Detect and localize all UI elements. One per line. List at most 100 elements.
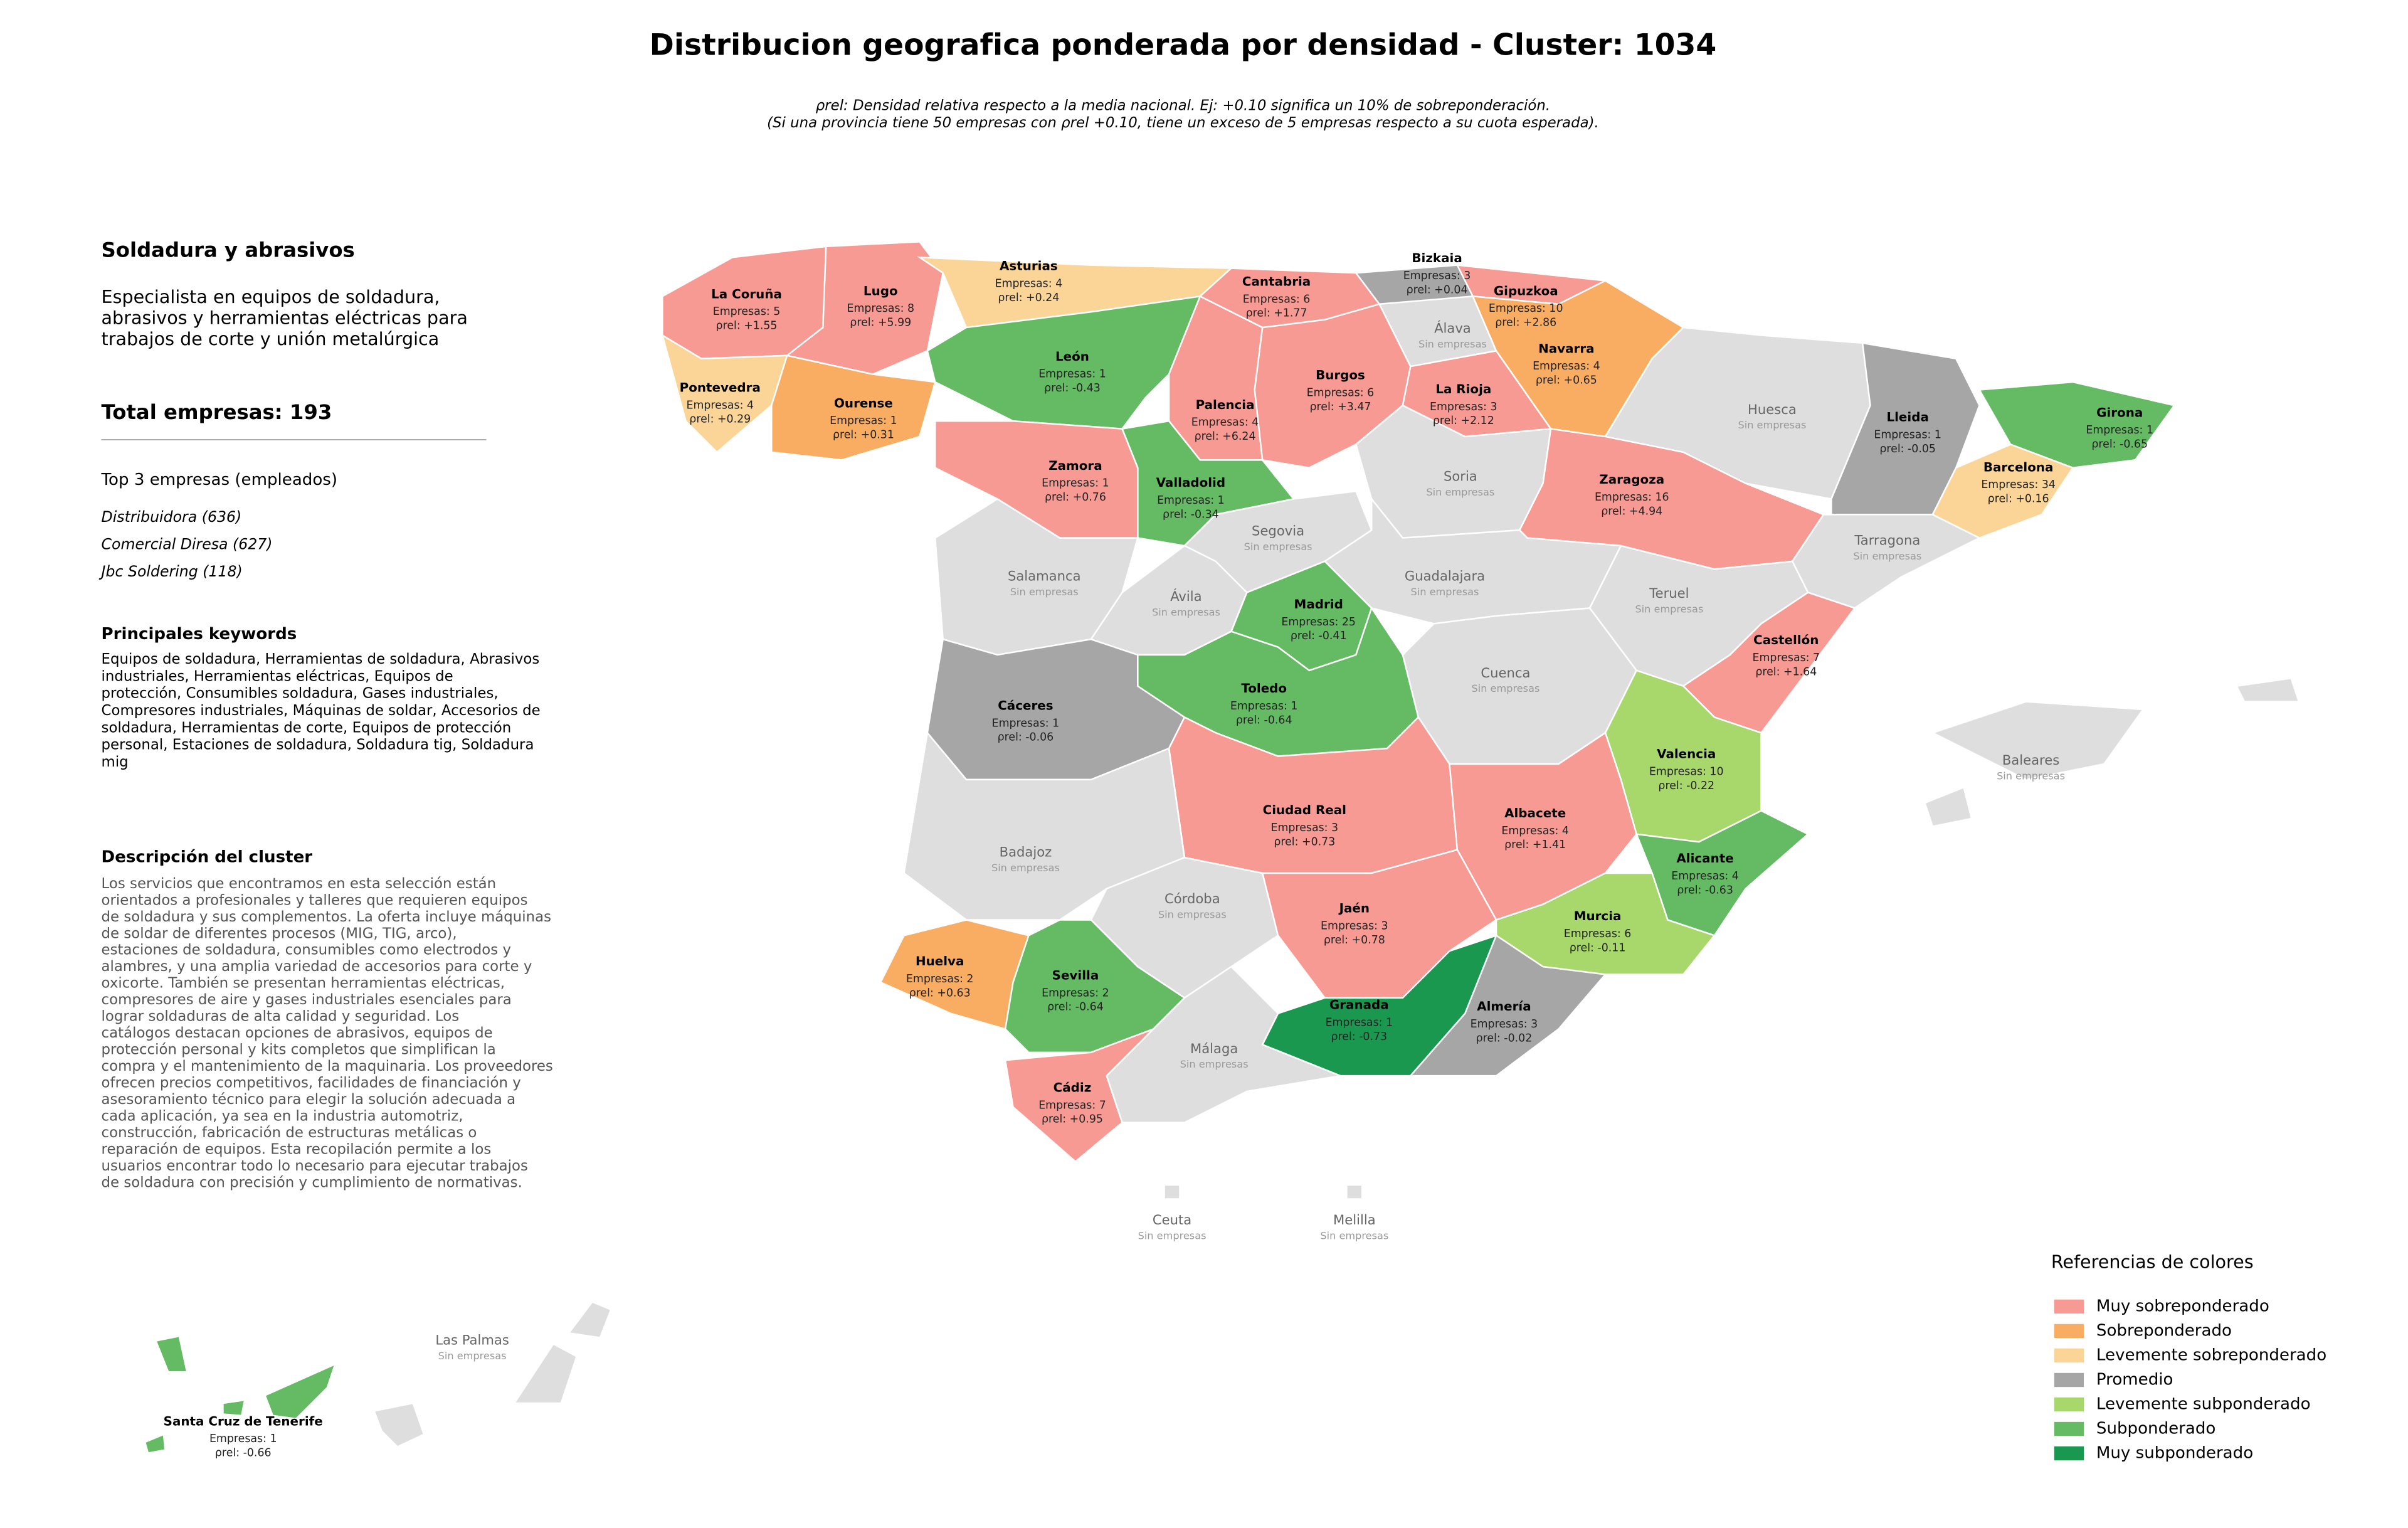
province-name: Jaén bbox=[1338, 901, 1370, 916]
province-rho: ρrel: -0.65 bbox=[2091, 438, 2148, 450]
province-name: Madrid bbox=[1294, 597, 1343, 612]
province-rho: ρrel: +0.78 bbox=[1324, 934, 1385, 947]
province-rho: ρrel: +4.94 bbox=[1601, 505, 1662, 517]
province bbox=[372, 1402, 425, 1448]
province-companies: Sin empresas bbox=[1635, 603, 1703, 615]
province-name: Teruel bbox=[1649, 585, 1689, 601]
description-line: de soldar de diferentes procesos (MIG, T… bbox=[102, 925, 457, 942]
legend-label: Levemente subponderado bbox=[2096, 1395, 2311, 1414]
province-rho: ρrel: -0.64 bbox=[1047, 1001, 1104, 1014]
province bbox=[144, 1433, 166, 1454]
province-name: Málaga bbox=[1190, 1041, 1238, 1056]
province-name: Melilla bbox=[1333, 1212, 1376, 1228]
province-companies: Sin empresas bbox=[1997, 770, 2065, 782]
province-name: Baleares bbox=[2002, 752, 2059, 768]
province-name: Guadalajara bbox=[1405, 568, 1485, 584]
province-name: Girona bbox=[2096, 405, 2143, 420]
province-name: Navarra bbox=[1538, 341, 1594, 356]
description-line: asesoramiento técnico para elegir la sol… bbox=[102, 1091, 516, 1108]
province-rho: ρrel: -0.11 bbox=[1570, 942, 1626, 954]
province-companies: Empresas: 2 bbox=[906, 973, 974, 985]
province-companies: Empresas: 4 bbox=[686, 399, 754, 411]
province-name: Bizkaia bbox=[1412, 251, 1462, 265]
province-name: Ávila bbox=[1170, 588, 1201, 604]
province-name: Zamora bbox=[1048, 459, 1102, 473]
province-name: Granada bbox=[1329, 998, 1389, 1012]
description-line: de soldadura y sus complementos. La ofer… bbox=[102, 909, 551, 925]
province-rho: ρrel: +0.73 bbox=[1274, 836, 1335, 848]
keywords-title: Principales keywords bbox=[102, 625, 297, 644]
description-line: catálogos destacan opciones de abrasivos… bbox=[102, 1025, 493, 1041]
province-companies: Empresas: 1 bbox=[992, 717, 1060, 730]
keywords-line: industriales, Herramientas eléctricas, E… bbox=[102, 668, 453, 684]
province-name: La Coruña bbox=[711, 287, 782, 301]
description-line: cada aplicación, ya sea en la industria … bbox=[102, 1108, 463, 1124]
legend-label: Subponderado bbox=[2096, 1419, 2215, 1438]
province bbox=[222, 1399, 246, 1417]
province-companies: Empresas: 1 bbox=[209, 1433, 277, 1445]
province-rho: ρrel: +1.64 bbox=[1755, 666, 1817, 678]
description-line: reparación de equipos. Esta recopilación… bbox=[102, 1141, 492, 1157]
province-rho: ρrel: +0.65 bbox=[1536, 374, 1597, 387]
province-companies: Empresas: 1 bbox=[1230, 700, 1298, 713]
province-name: Toledo bbox=[1241, 681, 1287, 696]
legend-label: Muy subponderado bbox=[2096, 1444, 2253, 1463]
province bbox=[567, 1300, 612, 1339]
province-rho: ρrel: -0.66 bbox=[215, 1447, 272, 1460]
province-companies: Empresas: 10 bbox=[1649, 765, 1724, 778]
province-name: Barcelona bbox=[1983, 460, 2054, 474]
province-companies: Sin empresas bbox=[1738, 419, 1806, 431]
legend-label: Promedio bbox=[2096, 1370, 2173, 1389]
keywords-line: personal, Estaciones de soldadura, Solda… bbox=[102, 737, 534, 753]
province-name: Alicante bbox=[1676, 851, 1733, 866]
province-rho: ρrel: +1.55 bbox=[716, 320, 778, 332]
total: Total empresas: 193 bbox=[102, 400, 332, 424]
legend: Referencias de colores Muy sobreponderad… bbox=[2051, 1251, 2326, 1462]
province-companies: Sin empresas bbox=[1158, 909, 1227, 921]
province-rho: ρrel: -0.34 bbox=[1163, 508, 1219, 521]
province-rho: ρrel: +2.12 bbox=[1433, 415, 1494, 427]
province-name: Burgos bbox=[1316, 368, 1365, 383]
province-companies: Sin empresas bbox=[1152, 606, 1220, 618]
top-company: Comercial Diresa (627) bbox=[102, 535, 273, 553]
description-line: lograr soldaduras de alta calidad y segu… bbox=[102, 1009, 460, 1025]
province-rho: ρrel: -0.02 bbox=[1476, 1032, 1533, 1044]
province-name: Pontevedra bbox=[680, 381, 761, 395]
province-name: Santa Cruz de Tenerife bbox=[164, 1414, 323, 1428]
province-name: Murcia bbox=[1574, 909, 1622, 923]
province bbox=[1004, 1028, 1154, 1163]
province-companies: Empresas: 3 bbox=[1321, 920, 1388, 932]
keywords-line: protección, Consumibles soldadura, Gases… bbox=[102, 686, 499, 702]
title: Distribucion geografica ponderada por de… bbox=[650, 28, 1717, 63]
province-companies: Empresas: 1 bbox=[1042, 477, 1109, 490]
province-rho: ρrel: +5.99 bbox=[850, 317, 911, 329]
legend-swatch bbox=[2054, 1446, 2084, 1461]
subtitle: (Si una provincia tiene 50 empresas con … bbox=[767, 115, 1599, 131]
province-rho: ρrel: +0.04 bbox=[1407, 284, 1468, 296]
province-companies: Empresas: 4 bbox=[995, 277, 1063, 290]
province-companies: Empresas: 4 bbox=[1501, 825, 1569, 837]
province-companies: Sin empresas bbox=[1320, 1230, 1388, 1242]
legend-label: Sobreponderado bbox=[2096, 1321, 2232, 1340]
province-name: Castellón bbox=[1753, 633, 1819, 647]
legend-label: Levemente sobreponderado bbox=[2096, 1345, 2326, 1364]
province-companies: Sin empresas bbox=[1426, 486, 1494, 498]
province bbox=[771, 354, 936, 461]
province-companies: Empresas: 25 bbox=[1281, 616, 1356, 629]
keywords-line: Equipos de soldadura, Herramientas de so… bbox=[102, 651, 540, 667]
sidebar-heading: Soldadura y abrasivos bbox=[102, 238, 355, 262]
province-rho: ρrel: +0.29 bbox=[689, 413, 751, 426]
legend-swatch bbox=[2054, 1348, 2084, 1363]
province bbox=[785, 241, 944, 375]
province-name: Zaragoza bbox=[1599, 472, 1664, 487]
province-rho: ρrel: -0.63 bbox=[1677, 884, 1733, 896]
province-rho: ρrel: -0.41 bbox=[1291, 630, 1347, 642]
province-name: Badajoz bbox=[1000, 844, 1052, 860]
province-rho: ρrel: +2.86 bbox=[1495, 317, 1556, 329]
province-companies: Empresas: 7 bbox=[1038, 1099, 1106, 1112]
province-companies: Empresas: 6 bbox=[1243, 293, 1311, 305]
province-companies: Empresas: 6 bbox=[1307, 386, 1375, 399]
province-rho: ρrel: +1.77 bbox=[1246, 307, 1307, 320]
province-companies: Empresas: 4 bbox=[1533, 360, 1600, 373]
summary-line: abrasivos y herramientas eléctricas para bbox=[102, 307, 468, 328]
